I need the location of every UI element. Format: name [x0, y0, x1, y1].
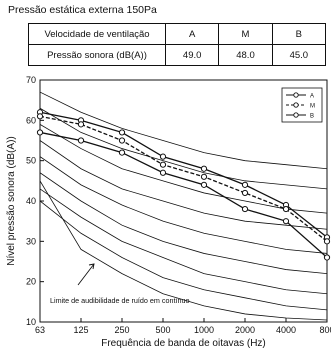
data-point-A	[118, 129, 126, 136]
data-point-B	[36, 129, 44, 136]
legend-label: B	[310, 114, 314, 120]
data-point-M	[200, 173, 208, 180]
y-tick-label: 70	[26, 75, 36, 85]
y-tick-label: 30	[26, 236, 36, 246]
data-point-B	[77, 137, 85, 144]
table-row-label: Pressão sonora (dB(A))	[28, 44, 166, 66]
nc-reference-curve	[40, 180, 327, 321]
data-point-M	[36, 113, 44, 120]
y-tick-label: 60	[26, 115, 36, 125]
legend-label: A	[310, 94, 314, 100]
legend-marker-A	[293, 92, 299, 98]
series-line-A	[39, 111, 328, 238]
chart-header-title: Pressão estática externa 150Pa	[8, 4, 157, 16]
data-point-M	[118, 137, 126, 144]
chart-annotation: Limite de audibilidade de ruído em contí…	[50, 296, 189, 305]
table-cell: 48.0	[218, 44, 273, 66]
legend-label: M	[310, 104, 315, 110]
legend-marker-M	[293, 102, 299, 108]
nc-reference-curve	[40, 188, 327, 295]
x-tick-label: 800	[319, 325, 331, 335]
series-line-M	[39, 115, 328, 242]
nc-reference-curve	[40, 91, 327, 170]
table-cell: 45.0	[271, 44, 327, 66]
nc-reference-curve	[40, 140, 327, 230]
sound-pressure-table: Velocidade de ventilação A M B Pressão s…	[28, 23, 327, 66]
y-tick-label: 20	[26, 277, 36, 287]
table-row: Pressão sonora (dB(A)) 49.0 48.0 45.0	[28, 44, 327, 66]
legend-marker-B	[293, 112, 299, 118]
data-point-A	[200, 165, 208, 172]
data-point-B	[200, 181, 208, 188]
data-point-M	[241, 189, 249, 197]
nc-reference-curve	[40, 172, 327, 274]
data-point-A	[159, 153, 167, 160]
data-point-M	[77, 121, 85, 128]
annotation-arrow-head	[88, 263, 95, 270]
nc-reference-curve	[40, 124, 327, 214]
data-point-B	[323, 254, 331, 261]
data-point-M	[282, 205, 290, 213]
y-tick-label: 10	[26, 317, 36, 327]
x-tick-label: 250	[114, 325, 129, 335]
x-axis-label: Frequência de banda de oitavas (Hz)	[101, 338, 266, 349]
nc-reference-curve	[40, 107, 327, 190]
x-tick-label: 4000	[276, 325, 296, 335]
x-tick-label: 63	[35, 325, 45, 335]
y-tick-label: 50	[26, 156, 36, 166]
y-tick-label: 40	[26, 196, 36, 206]
data-point-A	[241, 181, 249, 188]
x-tick-label: 1000	[194, 325, 214, 335]
x-tick-label: 2000	[235, 325, 255, 335]
nc-reference-curve	[40, 156, 327, 254]
data-point-B	[282, 218, 290, 225]
data-point-M	[323, 238, 331, 245]
data-point-M	[159, 161, 167, 168]
annotation-arrow-line	[77, 263, 95, 286]
nc-reference-curve	[40, 200, 327, 311]
data-point-B	[159, 169, 167, 176]
x-tick-label: 125	[73, 325, 88, 335]
y-axis-label: Nível pressão sonora (dB(A))	[6, 136, 17, 266]
data-point-B	[241, 205, 249, 213]
series-line-B	[39, 131, 328, 258]
data-point-B	[118, 149, 126, 156]
x-tick-label: 500	[155, 325, 170, 335]
